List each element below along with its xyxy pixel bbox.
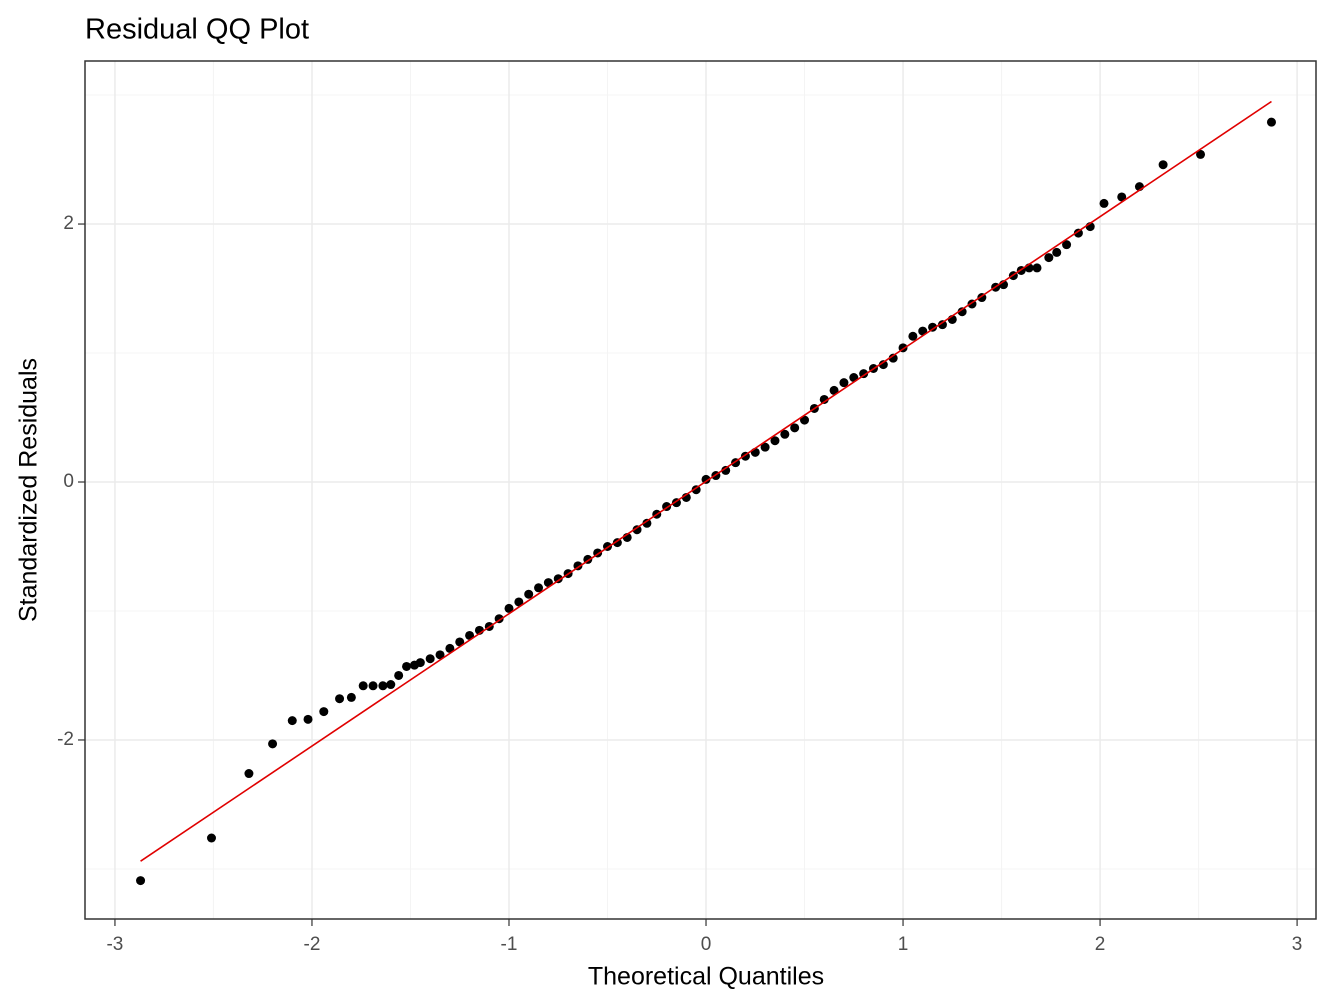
y-tick-label: 0: [63, 471, 74, 492]
point: [878, 360, 888, 370]
point: [455, 637, 465, 647]
point: [908, 331, 918, 341]
point: [394, 670, 404, 680]
point: [402, 661, 412, 671]
point: [1117, 192, 1127, 202]
reference-line: [140, 100, 1272, 862]
point: [1073, 228, 1083, 238]
x-tick-label: -1: [501, 934, 518, 955]
point: [957, 307, 967, 317]
x-tick-label: 3: [1292, 934, 1303, 955]
point: [504, 603, 514, 613]
point: [386, 680, 396, 690]
point: [888, 353, 898, 363]
point: [244, 769, 254, 779]
point: [721, 465, 731, 475]
point: [1196, 149, 1206, 159]
x-tick-label: -2: [304, 934, 321, 955]
point: [346, 692, 356, 702]
point: [937, 320, 947, 330]
point: [435, 650, 445, 660]
point: [1099, 198, 1109, 208]
point: [859, 369, 869, 379]
point: [1052, 247, 1062, 257]
point: [358, 681, 368, 691]
point: [829, 385, 839, 395]
y-axis-label: Standardized Residuals: [15, 358, 43, 622]
point: [642, 518, 652, 528]
point: [800, 415, 810, 425]
point: [770, 436, 780, 446]
chart-title: Residual QQ Plot: [85, 14, 309, 46]
point: [425, 654, 435, 664]
point: [612, 538, 622, 548]
point: [378, 681, 388, 691]
point: [303, 714, 313, 724]
point: [790, 423, 800, 433]
point: [839, 378, 849, 388]
point: [206, 833, 216, 843]
point: [632, 525, 642, 535]
point: [415, 658, 425, 668]
point: [1158, 160, 1168, 170]
point: [268, 739, 278, 749]
x-tick-label: 1: [898, 934, 909, 955]
point: [780, 429, 790, 439]
point: [553, 574, 563, 584]
point: [534, 583, 544, 593]
point: [1044, 253, 1054, 263]
point: [1266, 117, 1276, 127]
point: [928, 322, 938, 332]
point: [514, 597, 524, 607]
point: [335, 694, 345, 704]
point: [701, 474, 711, 484]
point: [691, 485, 701, 495]
point: [819, 394, 829, 404]
x-tick-label: -3: [106, 934, 123, 955]
x-tick-label: 2: [1095, 934, 1106, 955]
point: [136, 876, 146, 886]
point: [524, 589, 534, 599]
x-tick-label: 0: [701, 934, 712, 955]
y-tick-label: -2: [57, 729, 74, 750]
panel-border: [84, 60, 1317, 920]
point: [368, 681, 378, 691]
point: [319, 707, 329, 717]
point: [760, 442, 770, 452]
point: [445, 643, 455, 653]
point: [1032, 263, 1042, 273]
y-tick-label: 2: [63, 213, 74, 234]
x-axis-label: Theoretical Quantiles: [588, 963, 824, 991]
point: [1062, 240, 1072, 250]
point: [287, 716, 297, 726]
